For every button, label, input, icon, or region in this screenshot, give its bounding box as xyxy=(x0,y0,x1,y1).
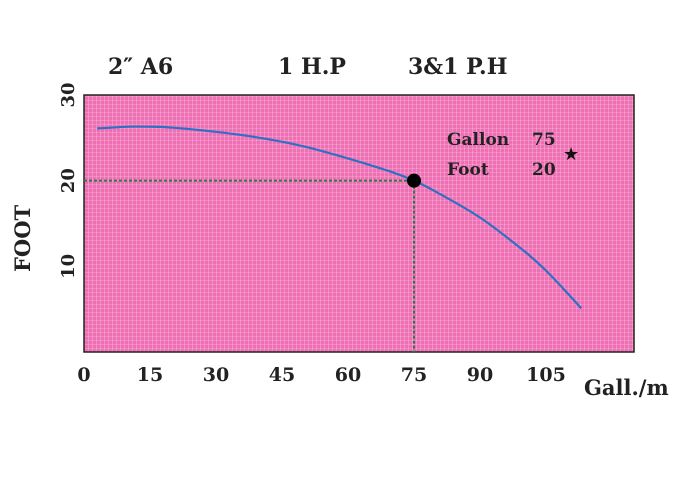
header-model: 2″ A6 xyxy=(108,54,173,80)
y-tick-label: 30 xyxy=(58,82,79,107)
annotation-foot-value: 20 xyxy=(532,160,556,180)
header-phase: 3&1 P.H xyxy=(408,54,507,80)
y-tick-label: 20 xyxy=(58,168,79,193)
x-tick-label: 105 xyxy=(526,364,566,386)
grid xyxy=(84,95,634,352)
annotation-foot-label: Foot xyxy=(447,160,489,180)
x-tick-label: 90 xyxy=(467,364,493,386)
pump-curve-line xyxy=(97,125,583,310)
annotation-gallon-label: Gallon xyxy=(447,130,509,150)
star-icon: ★ xyxy=(563,144,579,165)
x-tick-label: 15 xyxy=(137,364,163,386)
annotation-gallon-value: 75 xyxy=(532,130,556,150)
y-tick-label: 10 xyxy=(58,254,79,279)
x-tick-label: 45 xyxy=(269,364,295,386)
x-tick-label: 0 xyxy=(77,364,90,386)
header-power: 1 H.P xyxy=(278,54,346,80)
x-axis-label: Gall./m xyxy=(584,375,669,400)
y-axis-label: FOOT xyxy=(10,205,35,272)
operating-point-marker xyxy=(407,173,421,188)
x-tick-label: 60 xyxy=(335,364,361,386)
x-tick-label: 30 xyxy=(203,364,229,386)
x-tick-label: 75 xyxy=(401,364,427,386)
plot-border xyxy=(83,94,635,353)
